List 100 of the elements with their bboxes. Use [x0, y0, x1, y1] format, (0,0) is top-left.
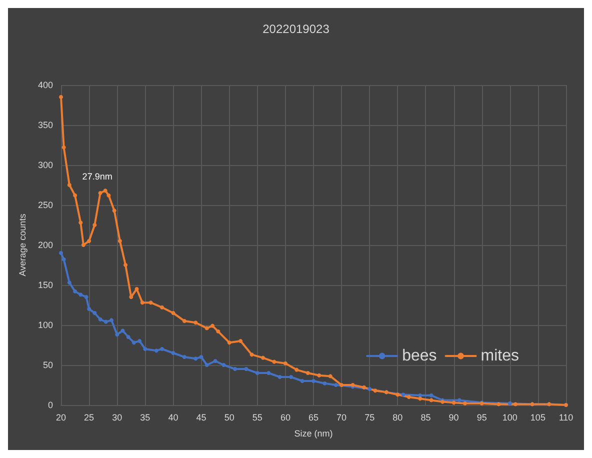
point: [103, 188, 108, 193]
point: [199, 355, 204, 359]
x-tick-label: 90: [448, 412, 459, 422]
point: [84, 295, 88, 299]
x-tick-label: 35: [140, 412, 150, 422]
x-tick-label: 70: [336, 412, 347, 422]
point: [171, 351, 176, 355]
y-tick-label: 150: [38, 280, 53, 290]
point: [312, 379, 316, 383]
point: [129, 295, 134, 299]
x-tick-label: 45: [196, 412, 206, 422]
point: [457, 398, 462, 402]
point: [87, 239, 92, 243]
point: [317, 373, 322, 378]
x-tick-label: 25: [84, 412, 94, 422]
point: [289, 375, 294, 379]
point: [182, 319, 186, 323]
point: [143, 347, 148, 351]
point: [204, 363, 209, 367]
point: [244, 367, 248, 371]
point: [140, 300, 144, 305]
point: [160, 305, 164, 310]
x-tick-label: 95: [476, 412, 487, 422]
x-tick-label: 85: [420, 412, 431, 422]
point: [429, 393, 434, 398]
point: [78, 220, 83, 225]
point: [62, 145, 66, 150]
point: [418, 396, 422, 401]
y-tick-label: 400: [38, 80, 53, 90]
point: [452, 400, 456, 405]
point: [92, 311, 97, 315]
point: [87, 307, 92, 311]
point: [194, 320, 198, 325]
point: [98, 317, 102, 322]
point: [429, 398, 434, 402]
point: [92, 223, 97, 227]
point: [120, 328, 125, 333]
point: [340, 383, 344, 387]
point: [106, 193, 111, 198]
point: [328, 374, 332, 378]
y-tick-label: 250: [38, 200, 53, 210]
point: [238, 339, 243, 343]
point: [59, 95, 63, 99]
point: [110, 318, 114, 322]
point: [222, 363, 226, 367]
point: [104, 320, 108, 324]
point: [160, 347, 164, 351]
x-tick-label: 75: [364, 412, 375, 422]
x-tick-label: 40: [168, 412, 178, 422]
point: [194, 356, 198, 361]
point: [62, 257, 66, 262]
point: [266, 371, 271, 375]
point: [138, 339, 142, 343]
point: [154, 348, 158, 353]
point: [112, 208, 116, 213]
y-tick-label: 350: [38, 120, 53, 130]
point: [334, 383, 338, 387]
point: [78, 292, 83, 297]
point: [322, 381, 327, 386]
x-tick-label: 30: [112, 412, 122, 422]
point: [514, 402, 518, 406]
point: [362, 385, 366, 390]
x-tick-label: 65: [308, 412, 319, 422]
point: [496, 402, 501, 406]
point: [126, 335, 130, 339]
chart-title: 2022019023: [262, 22, 330, 36]
y-tick-label: 50: [42, 360, 53, 370]
point: [283, 361, 288, 366]
x-tick-label: 105: [530, 412, 546, 422]
x-tick-label: 50: [224, 412, 234, 422]
point: [306, 371, 310, 375]
legend-label: bees: [402, 348, 437, 364]
point: [368, 387, 372, 391]
point: [148, 300, 153, 305]
point: [278, 375, 282, 379]
point: [261, 356, 265, 360]
point: [508, 401, 512, 406]
point: [132, 340, 136, 345]
point: [115, 332, 120, 337]
point: [182, 355, 186, 359]
point: [300, 379, 304, 383]
point: [406, 395, 411, 399]
point: [171, 311, 176, 315]
y-axis-title: Average counts: [18, 213, 28, 276]
point: [272, 360, 276, 364]
point: [396, 392, 400, 397]
x-tick-label: 110: [558, 412, 574, 422]
x-tick-label: 55: [252, 412, 262, 422]
point: [134, 287, 139, 291]
x-tick-label: 60: [280, 412, 290, 422]
point: [67, 280, 72, 285]
x-tick-label: 100: [502, 412, 518, 422]
point: [213, 359, 218, 363]
x-axis-title: Size (nm): [294, 428, 333, 438]
point: [250, 352, 254, 357]
point: [373, 388, 378, 393]
point: [227, 340, 232, 345]
x-tick-label: 80: [392, 412, 403, 422]
point: [118, 239, 122, 243]
point: [73, 289, 78, 294]
